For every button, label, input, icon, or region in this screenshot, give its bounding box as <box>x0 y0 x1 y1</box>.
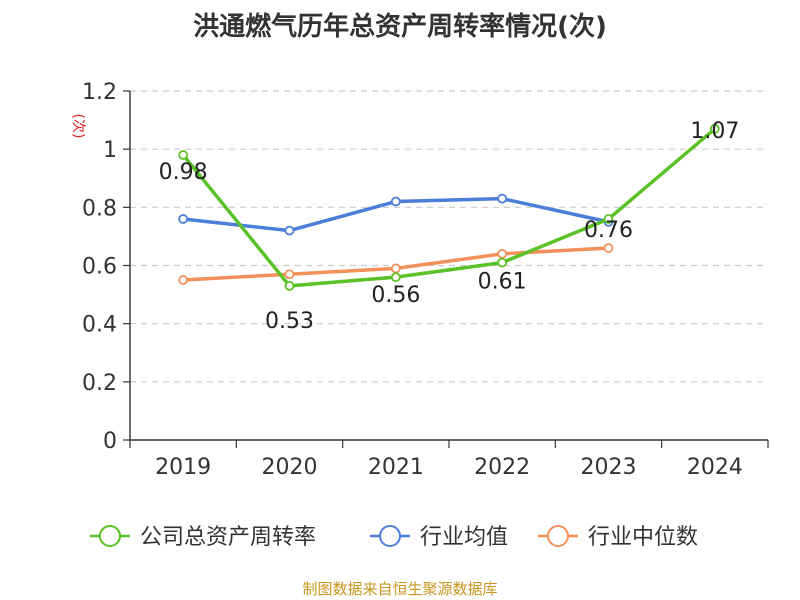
y-tick-label: 0.6 <box>82 255 117 280</box>
x-tick-label: 2020 <box>262 455 318 480</box>
data-label: 0.76 <box>584 218 633 243</box>
data-labels: 0.98 0.53 0.56 0.61 0.76 1.07 <box>159 119 740 334</box>
data-label: 0.56 <box>371 283 420 308</box>
series-line <box>181 127 716 288</box>
axes: 0 0.2 0.4 0.6 0.8 1 1.2 (次) 2019 2020 2021 2022 2023… <box>70 80 769 480</box>
data-label: 1.07 <box>690 119 739 144</box>
data-label: 0.53 <box>265 309 314 334</box>
y-tick-label: 0.2 <box>82 371 117 396</box>
y-axis-label: (次) <box>70 114 86 139</box>
y-tick-label: 1 <box>103 138 117 163</box>
data-point <box>284 280 295 291</box>
data-point <box>709 123 720 134</box>
data-point <box>284 225 295 236</box>
legend-marker <box>99 525 121 547</box>
series-lines <box>178 123 720 291</box>
x-tick-label: 2021 <box>368 455 424 480</box>
data-point <box>390 272 401 283</box>
x-tick-label: 2024 <box>687 455 743 480</box>
x-tick-label: 2023 <box>581 455 637 480</box>
data-point <box>497 257 508 268</box>
legend-marker <box>379 525 401 547</box>
x-tick-label: 2019 <box>155 455 211 480</box>
data-point <box>390 196 401 207</box>
y-tick-label: 0.4 <box>82 313 117 338</box>
legend-label: 行业中位数 <box>588 525 698 550</box>
data-point <box>497 193 508 204</box>
data-point <box>390 263 401 274</box>
data-point <box>178 150 189 160</box>
legend-label: 公司总资产周转率 <box>140 525 316 550</box>
data-point <box>603 214 614 224</box>
grid-lines <box>130 90 768 383</box>
source-note: 制图数据来自恒生聚源数据库 <box>302 580 498 598</box>
y-tick-label: 0.8 <box>82 196 117 221</box>
y-tick-label: 1.2 <box>82 80 117 105</box>
legend-marker <box>547 525 569 547</box>
data-point <box>497 248 508 259</box>
y-tick-label: 0 <box>103 429 117 454</box>
chart-title: 洪通燃气历年总资产周转率情况(次) <box>193 12 607 42</box>
data-label: 0.61 <box>478 270 527 295</box>
x-tick-label: 2022 <box>474 455 530 480</box>
data-point <box>603 243 614 253</box>
data-point <box>178 214 189 224</box>
data-point <box>284 269 295 280</box>
data-label: 0.98 <box>159 160 208 185</box>
data-point <box>178 275 189 285</box>
legend-label: 行业均值 <box>420 525 508 550</box>
legend: 公司总资产周转率 行业均值 行业中位数 <box>90 525 698 550</box>
